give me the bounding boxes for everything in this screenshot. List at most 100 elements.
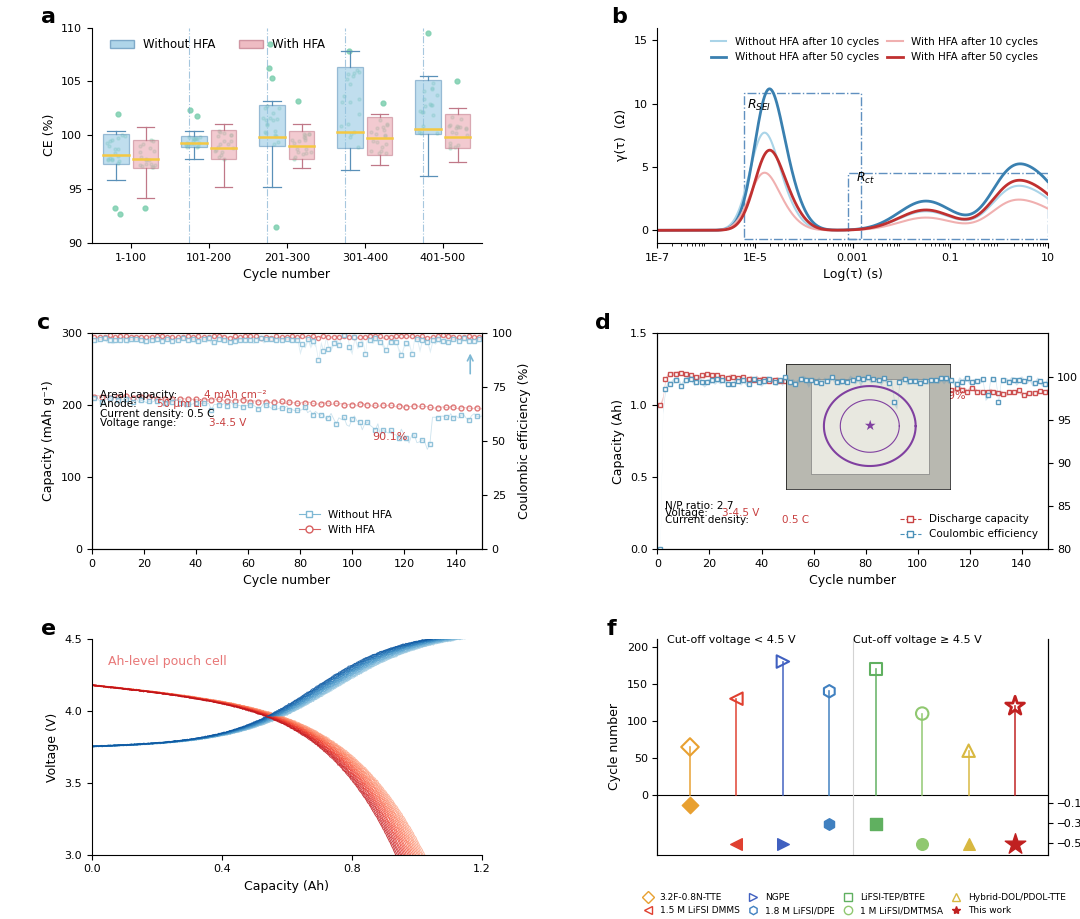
Without HFA after 50 cycles: [831, 224, 843, 235]
Without HFA after 10 cycles: [671, 225, 684, 236]
Text: Voltage range:: Voltage range:: [99, 418, 179, 428]
Point: [1007, 836, 1024, 851]
With HFA after 50 cycles: [1030, 180, 1043, 191]
With HFA after 10 cycles: [841, 224, 854, 235]
Bar: [848, 174, 1048, 239]
Without HFA after 50 cycles: [651, 225, 664, 236]
Text: Current density: 0.5 C: Current density: 0.5 C: [99, 409, 214, 419]
Point: [681, 740, 699, 754]
Text: 4 mAh cm⁻²: 4 mAh cm⁻²: [204, 390, 266, 400]
Without HFA after 50 cycles: [762, 84, 775, 95]
Text: Cut-off voltage ≥ 4.5 V: Cut-off voltage ≥ 4.5 V: [852, 635, 982, 645]
With HFA after 50 cycles: [651, 225, 664, 236]
Bar: [744, 94, 861, 239]
Point: [914, 706, 931, 720]
Point: [774, 654, 792, 669]
With HFA after 50 cycles: [1030, 180, 1043, 191]
With HFA after 10 cycles: [831, 225, 843, 236]
Without HFA after 10 cycles: [758, 127, 771, 138]
Text: b: b: [610, 7, 626, 28]
Y-axis label: Cycle number: Cycle number: [608, 703, 621, 790]
Text: d: d: [595, 313, 611, 333]
Without HFA after 10 cycles: [958, 215, 971, 226]
Bar: [181, 136, 206, 147]
Bar: [337, 67, 363, 148]
Point: [914, 836, 931, 851]
Without HFA after 50 cycles: [1030, 165, 1043, 176]
Point: [774, 836, 792, 851]
With HFA after 50 cycles: [841, 224, 854, 235]
Text: $R_{ct}$: $R_{ct}$: [856, 171, 876, 187]
Text: a: a: [41, 7, 56, 28]
Without HFA after 10 cycles: [651, 225, 664, 236]
With HFA after 10 cycles: [1030, 198, 1043, 209]
Without HFA after 50 cycles: [841, 224, 854, 235]
With HFA after 10 cycles: [671, 225, 684, 236]
Line: Without HFA after 10 cycles: Without HFA after 10 cycles: [658, 132, 1048, 231]
Point: [821, 684, 838, 698]
Bar: [289, 131, 314, 159]
Text: 92.9%: 92.9%: [931, 391, 967, 402]
Text: 3-4.5 V: 3-4.5 V: [208, 418, 246, 428]
Text: 3-4.5 V: 3-4.5 V: [723, 508, 760, 517]
Point: [867, 817, 885, 832]
Text: c: c: [37, 313, 51, 333]
Line: With HFA after 10 cycles: With HFA after 10 cycles: [658, 173, 1048, 231]
Without HFA after 10 cycles: [1030, 186, 1043, 197]
X-axis label: Cycle number: Cycle number: [809, 574, 896, 587]
Point: [867, 662, 885, 676]
Point: [681, 798, 699, 812]
With HFA after 10 cycles: [1030, 198, 1043, 209]
Legend: Discharge capacity, Coulombic efficiency: Discharge capacity, Coulombic efficiency: [896, 510, 1042, 544]
Without HFA after 50 cycles: [1030, 165, 1043, 176]
Text: $R_{SEI}$: $R_{SEI}$: [747, 97, 771, 113]
Y-axis label: Capacity (mAh g⁻¹): Capacity (mAh g⁻¹): [42, 380, 55, 502]
Text: N/P ratio: 2.7: N/P ratio: 2.7: [665, 501, 733, 511]
Without HFA after 50 cycles: [958, 210, 971, 221]
With HFA after 50 cycles: [671, 225, 684, 236]
Point: [960, 743, 977, 758]
Bar: [133, 140, 159, 167]
With HFA after 10 cycles: [1041, 203, 1054, 214]
Bar: [104, 134, 129, 165]
Bar: [367, 117, 392, 154]
Bar: [416, 80, 441, 134]
X-axis label: Log(τ) (s): Log(τ) (s): [823, 268, 882, 281]
Point: [821, 817, 838, 832]
Line: Without HFA after 50 cycles: Without HFA after 50 cycles: [658, 89, 1048, 231]
Legend: 3.2F-0.8N-TTE, 1.5 M LiFSI DMMS, NGPE, 1.8 M LiFSI/DPE, LiFSI-TEP/BTFE, 1 M LiFS: 3.2F-0.8N-TTE, 1.5 M LiFSI DMMS, NGPE, 1…: [635, 890, 1069, 919]
Y-axis label: γ(τ)  (Ω): γ(τ) (Ω): [616, 109, 629, 162]
Bar: [211, 130, 237, 159]
Without HFA after 50 cycles: [671, 225, 684, 236]
Text: 0.5 C: 0.5 C: [782, 515, 809, 525]
Text: Cut-off voltage < 4.5 V: Cut-off voltage < 4.5 V: [666, 635, 795, 645]
Text: e: e: [41, 619, 56, 639]
Point: [960, 836, 977, 851]
Legend: Without HFA after 10 cycles, Without HFA after 50 cycles, With HFA after 10 cycl: Without HFA after 10 cycles, Without HFA…: [706, 33, 1042, 66]
With HFA after 50 cycles: [958, 213, 971, 224]
Y-axis label: Voltage (V): Voltage (V): [45, 712, 58, 781]
X-axis label: Cycle number: Cycle number: [243, 268, 330, 281]
X-axis label: Capacity (Ah): Capacity (Ah): [244, 880, 329, 893]
Without HFA after 50 cycles: [1041, 176, 1054, 187]
Text: 50 μm Li: 50 μm Li: [157, 400, 202, 409]
Text: Voltage:: Voltage:: [665, 508, 712, 517]
Point: [728, 691, 745, 706]
X-axis label: Cycle number: Cycle number: [243, 574, 330, 587]
Bar: [445, 114, 471, 148]
Text: 90.1%: 90.1%: [373, 432, 408, 442]
Legend: Without HFA, With HFA: Without HFA, With HFA: [106, 33, 330, 56]
Without HFA after 10 cycles: [1030, 186, 1043, 197]
Text: Areal capacity:: Areal capacity:: [99, 390, 180, 400]
With HFA after 50 cycles: [831, 224, 843, 235]
Text: Anode:: Anode:: [99, 400, 139, 409]
Y-axis label: Capacity (Ah): Capacity (Ah): [611, 399, 624, 483]
With HFA after 10 cycles: [651, 225, 664, 236]
Bar: [259, 105, 285, 146]
Text: Ah-level pouch cell: Ah-level pouch cell: [108, 655, 227, 668]
With HFA after 50 cycles: [764, 144, 777, 155]
Without HFA after 10 cycles: [1041, 193, 1054, 204]
Line: With HFA after 50 cycles: With HFA after 50 cycles: [658, 150, 1048, 231]
Without HFA after 10 cycles: [841, 224, 854, 235]
Text: Current density:: Current density:: [665, 515, 753, 525]
